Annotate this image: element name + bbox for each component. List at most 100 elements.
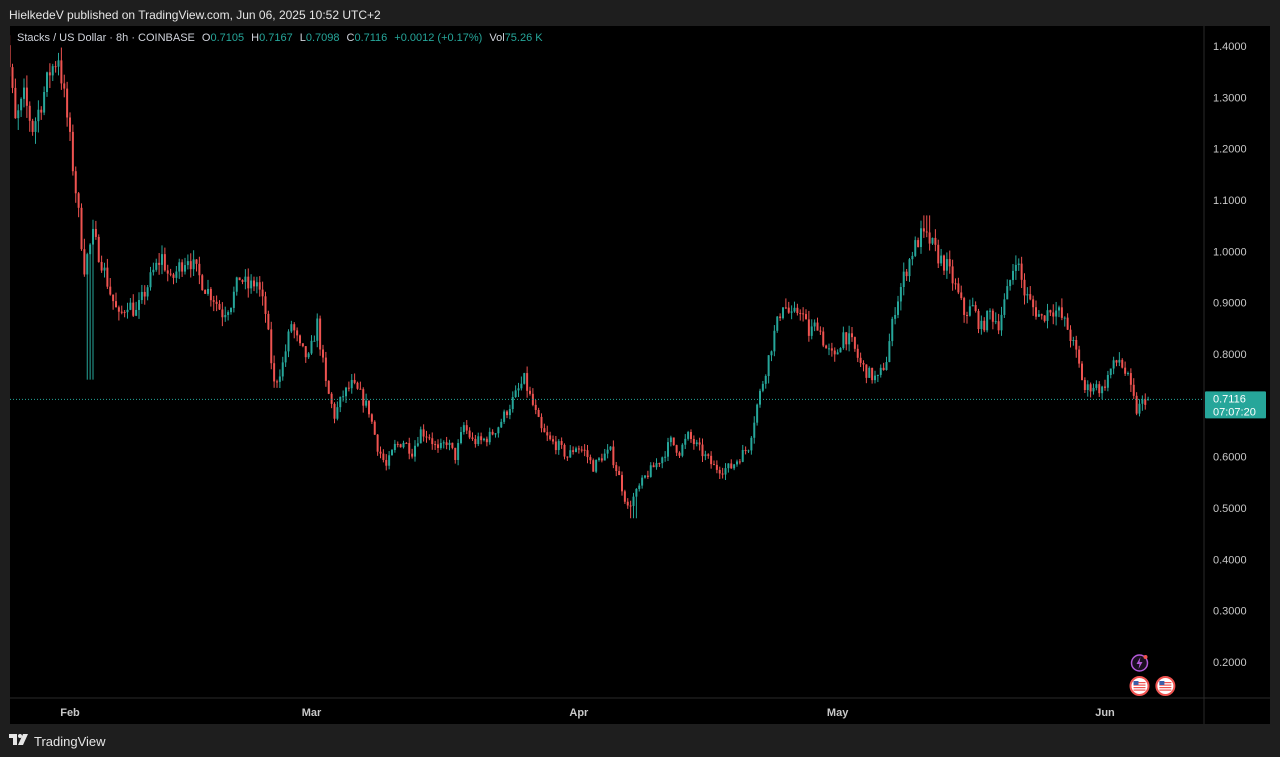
candle-body <box>1098 384 1101 394</box>
candle <box>1083 377 1086 393</box>
candle-body <box>773 330 776 352</box>
candle-body <box>851 333 853 338</box>
us-flag-event-icon[interactable] <box>1155 676 1176 696</box>
candle-body <box>69 117 71 132</box>
candle <box>695 439 698 447</box>
y-tick-label: 0.5000 <box>1213 503 1247 515</box>
candle <box>816 317 819 331</box>
candle <box>994 312 997 325</box>
candle <box>1072 336 1075 346</box>
candle-body <box>425 436 428 438</box>
candle <box>848 325 851 352</box>
x-tick-label: Feb <box>60 707 80 719</box>
candle <box>454 447 457 464</box>
candle <box>166 264 169 282</box>
candle <box>175 266 178 283</box>
candle <box>393 439 396 453</box>
last-price-value: 0.7116 <box>1213 393 1246 405</box>
candle-body <box>313 340 316 342</box>
candle <box>629 500 632 519</box>
candle-body <box>60 60 63 84</box>
candle <box>744 446 747 455</box>
candle <box>483 437 485 442</box>
candle-body <box>54 66 57 68</box>
candle <box>592 458 595 472</box>
candle <box>1032 295 1035 316</box>
candle-body <box>123 311 126 313</box>
candle-body <box>109 286 112 295</box>
candle <box>299 334 301 346</box>
candle-body <box>802 313 805 315</box>
chart-panel[interactable]: 1.4000 1.3000 1.2000 1.1000 1.0000 0.9000 0.80… <box>10 26 1270 724</box>
candle-body <box>57 60 60 67</box>
candle <box>172 272 175 285</box>
y-tick-label: 0.2000 <box>1213 657 1247 669</box>
candle-body <box>922 228 925 232</box>
candle-body <box>494 433 497 435</box>
candle-body <box>169 273 172 275</box>
footer-brand[interactable]: TradingView <box>9 732 106 750</box>
candle-body <box>842 332 845 349</box>
candle-body <box>807 319 810 336</box>
candle <box>25 75 28 118</box>
candle-body <box>132 302 135 316</box>
candle-body <box>255 282 258 287</box>
candle <box>350 374 353 394</box>
candle-body <box>270 329 273 364</box>
y-tick-label: 1.4000 <box>1213 41 1247 53</box>
us-flag-event-icon[interactable] <box>1129 676 1150 696</box>
candle <box>713 460 715 466</box>
candle <box>123 310 126 318</box>
candle-body <box>1121 359 1124 368</box>
candle-body <box>115 301 117 308</box>
candle <box>40 106 43 120</box>
candle <box>284 344 287 367</box>
candle-body <box>382 453 385 460</box>
candle-body <box>635 488 638 497</box>
candle-body <box>514 390 517 398</box>
low-value: 0.7098 <box>305 32 340 44</box>
candle <box>293 322 296 339</box>
candle-body <box>261 289 264 297</box>
candle-body <box>181 262 184 272</box>
candle-body <box>839 348 842 353</box>
candle <box>17 104 20 130</box>
candle-body <box>117 307 120 312</box>
lightning-event-icon[interactable] <box>1130 654 1149 672</box>
candle-body <box>103 267 106 271</box>
x-tick-label: Jun <box>1095 707 1115 719</box>
candle <box>362 387 365 413</box>
candle-body <box>853 337 856 349</box>
candle <box>1086 380 1089 397</box>
candle <box>796 303 799 316</box>
candle-body <box>828 348 830 350</box>
candle <box>204 289 207 294</box>
candle <box>543 423 546 433</box>
candle <box>687 430 690 441</box>
candle <box>336 401 339 421</box>
candle <box>89 243 92 380</box>
candle-body <box>40 109 43 113</box>
candle <box>491 429 494 436</box>
candle-body <box>1052 312 1055 317</box>
candle <box>506 410 508 419</box>
candle-body <box>862 362 865 365</box>
candle-body <box>600 458 603 461</box>
candle <box>460 426 462 445</box>
candle-body <box>744 449 747 451</box>
candle-body <box>891 318 894 342</box>
candle-body <box>100 261 103 271</box>
candle <box>342 390 345 402</box>
candle <box>402 440 405 449</box>
price-chart[interactable]: 1.4000 1.3000 1.2000 1.1000 1.0000 0.9000 0.80… <box>10 26 1270 724</box>
candle-body <box>1118 359 1121 363</box>
candle <box>373 420 376 436</box>
candle <box>894 307 897 325</box>
symbol-name[interactable]: Stacks / US Dollar · 8h · COINBASE <box>17 32 195 44</box>
candle <box>989 308 991 320</box>
candle-body <box>615 465 618 472</box>
candle-body <box>347 387 350 389</box>
candle-body <box>215 301 218 304</box>
candle <box>161 245 163 275</box>
candle <box>94 220 97 240</box>
